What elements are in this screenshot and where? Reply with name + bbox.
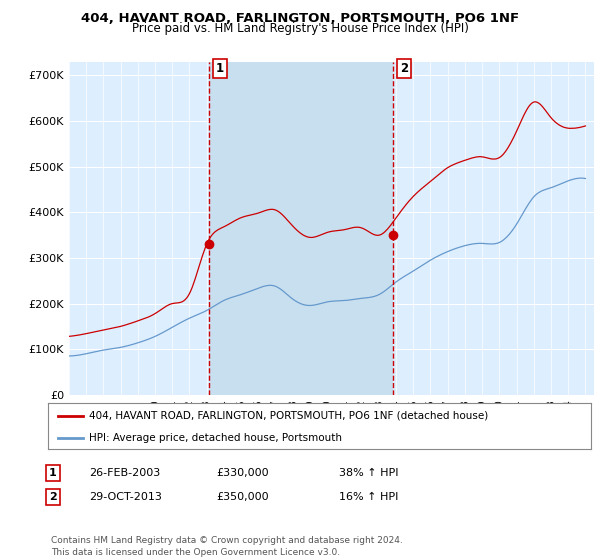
Text: 29-OCT-2013: 29-OCT-2013	[89, 492, 161, 502]
Text: HPI: Average price, detached house, Portsmouth: HPI: Average price, detached house, Port…	[89, 433, 342, 442]
Text: 2: 2	[49, 492, 56, 502]
Text: 38% ↑ HPI: 38% ↑ HPI	[339, 468, 398, 478]
Text: £330,000: £330,000	[216, 468, 269, 478]
Bar	[209, 62, 393, 395]
Text: 2: 2	[400, 62, 408, 74]
Text: 16% ↑ HPI: 16% ↑ HPI	[339, 492, 398, 502]
Text: 404, HAVANT ROAD, FARLINGTON, PORTSMOUTH, PO6 1NF (detached house): 404, HAVANT ROAD, FARLINGTON, PORTSMOUTH…	[89, 410, 488, 421]
Text: Price paid vs. HM Land Registry's House Price Index (HPI): Price paid vs. HM Land Registry's House …	[131, 22, 469, 35]
Text: 404, HAVANT ROAD, FARLINGTON, PORTSMOUTH, PO6 1NF: 404, HAVANT ROAD, FARLINGTON, PORTSMOUTH…	[81, 12, 519, 25]
Text: £350,000: £350,000	[216, 492, 269, 502]
Text: 1: 1	[49, 468, 56, 478]
Text: 1: 1	[216, 62, 224, 74]
Text: 26-FEB-2003: 26-FEB-2003	[89, 468, 160, 478]
Text: Contains HM Land Registry data © Crown copyright and database right 2024.
This d: Contains HM Land Registry data © Crown c…	[51, 536, 403, 557]
